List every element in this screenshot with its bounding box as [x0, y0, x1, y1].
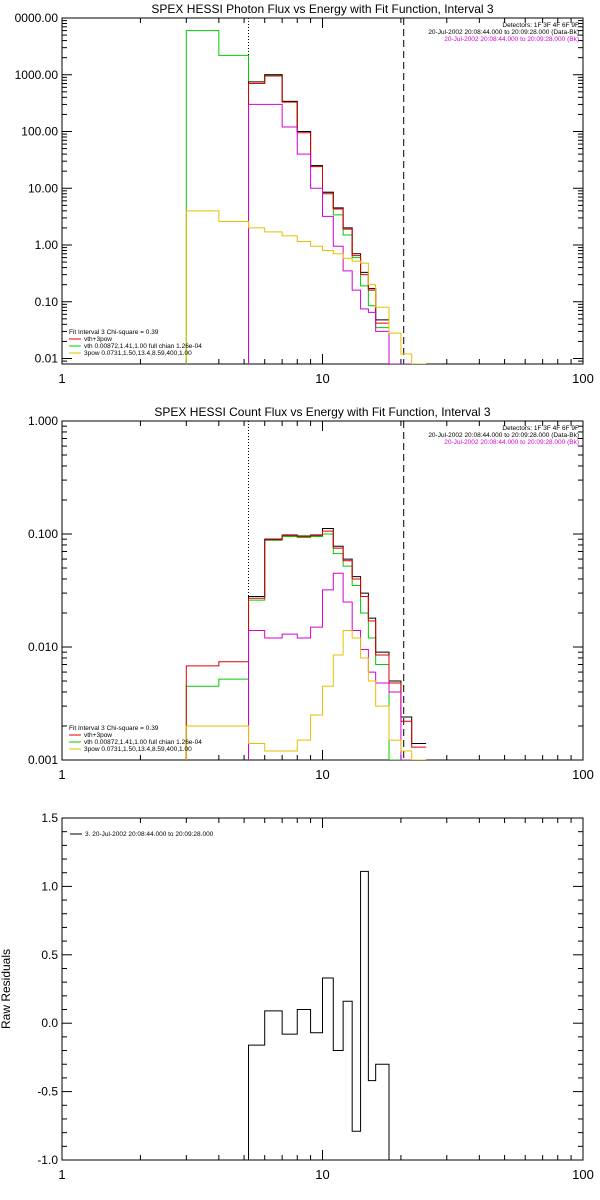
photon-flux-panel: SPEX HESSI Photon Flux vs Energy with Fi… [15, 2, 594, 386]
x-tick-label: 1 [58, 371, 65, 386]
y-tick-label: 1.5 [41, 811, 58, 825]
count-flux-panel: SPEX HESSI Count Flux vs Energy with Fit… [28, 405, 594, 782]
series-line-1 [248, 527, 427, 760]
series-line-0 [185, 30, 427, 364]
series-line-1 [248, 74, 427, 364]
y-tick-label: 1.000 [28, 414, 58, 428]
series-group [185, 527, 427, 760]
series-group [185, 30, 427, 364]
x-tick-label: 100 [572, 1167, 594, 1182]
x-tick-label: 10 [315, 767, 329, 782]
residuals-panel: Raw Residuals 1 10 100 -1.0 -0.5 0.0 0.5 1.0 1.5 3… [0, 811, 594, 1182]
y-tick-label: 1000.00 [15, 68, 59, 82]
series-line-3 [248, 103, 427, 364]
y-tick-label: 10.00 [28, 181, 58, 195]
y-tick-label: 0.10 [35, 295, 59, 309]
chart-title: SPEX HESSI Photon Flux vs Energy with Fi… [151, 2, 493, 16]
legend-label: 3. 20-Jul-2002 20:08:44.000 to 20:09:28.… [85, 831, 214, 838]
y-axis-label: Raw Residuals [0, 949, 13, 1029]
fit-info: Fit Interval 3 Chi-square = 0.39 [69, 725, 159, 732]
x-tick-label: 10 [315, 1167, 329, 1182]
y-tick-label: 0.010 [28, 640, 58, 654]
legend-label: 3pow 0.0731,1.50,13.4,8.59,400,1.00 [84, 350, 192, 357]
y-tick-label: 100.00 [21, 125, 58, 139]
header-line: 20-Jul-2002 20:08:44.000 to 20:09:28.000… [444, 439, 579, 446]
legend-label: vth 0.00872,1.41,1.00 full chian 1.26e-0… [84, 739, 202, 746]
header-line: Detectors: 1F 3F 4F 6F 9F [502, 425, 579, 432]
y-tick-label: 1.0 [41, 879, 58, 893]
series-line-0 [248, 870, 401, 1160]
x-tick-label: 100 [572, 767, 594, 782]
y-tick-label: 0.5 [41, 948, 58, 962]
series-line-4 [185, 210, 427, 364]
y-tick-label: 0.0 [41, 1016, 58, 1030]
y-tick-label: -1.0 [37, 1153, 58, 1167]
y-tick-label: 0.100 [28, 527, 58, 541]
series-line-3 [248, 572, 427, 760]
y-tick-label: 0.01 [35, 352, 59, 366]
y-tick-label: 0000.00 [15, 11, 59, 25]
x-tick-label: 10 [315, 371, 329, 386]
series-group [248, 870, 401, 1160]
header-line: Detectors: 1F 3F 4F 6F 9F [502, 22, 579, 29]
legend-label: vth+3pow [84, 732, 112, 739]
legend-label: vth 0.00872,1.41,1.00 full chian 1.26e-0… [84, 343, 202, 350]
legend-label: vth+3pow [84, 336, 112, 343]
header-line: 20-Jul-2002 20:08:44.000 to 20:09:28.000… [444, 36, 579, 43]
x-tick-label: 1 [58, 1167, 65, 1182]
y-tick-label: 1.00 [35, 238, 59, 252]
fit-info: Fit Interval 3 Chi-square = 0.39 [69, 329, 159, 336]
x-tick-label: 1 [58, 767, 65, 782]
chart-title: SPEX HESSI Count Flux vs Energy with Fit… [154, 405, 490, 419]
series-line-4 [185, 629, 427, 760]
legend-label: 3pow 0.0731,1.50,13.4,8.59,400,1.00 [84, 746, 192, 753]
header-line: 20-Jul-2002 20:08:44.000 to 20:09:28.000… [428, 29, 579, 36]
y-tick-label: 0.001 [28, 753, 58, 767]
series-line-2 [248, 75, 427, 364]
series-line-2 [185, 530, 427, 760]
x-tick-label: 100 [572, 371, 594, 386]
header-line: 20-Jul-2002 20:08:44.000 to 20:09:28.000… [428, 432, 579, 439]
y-tick-label: -0.5 [37, 1085, 58, 1099]
